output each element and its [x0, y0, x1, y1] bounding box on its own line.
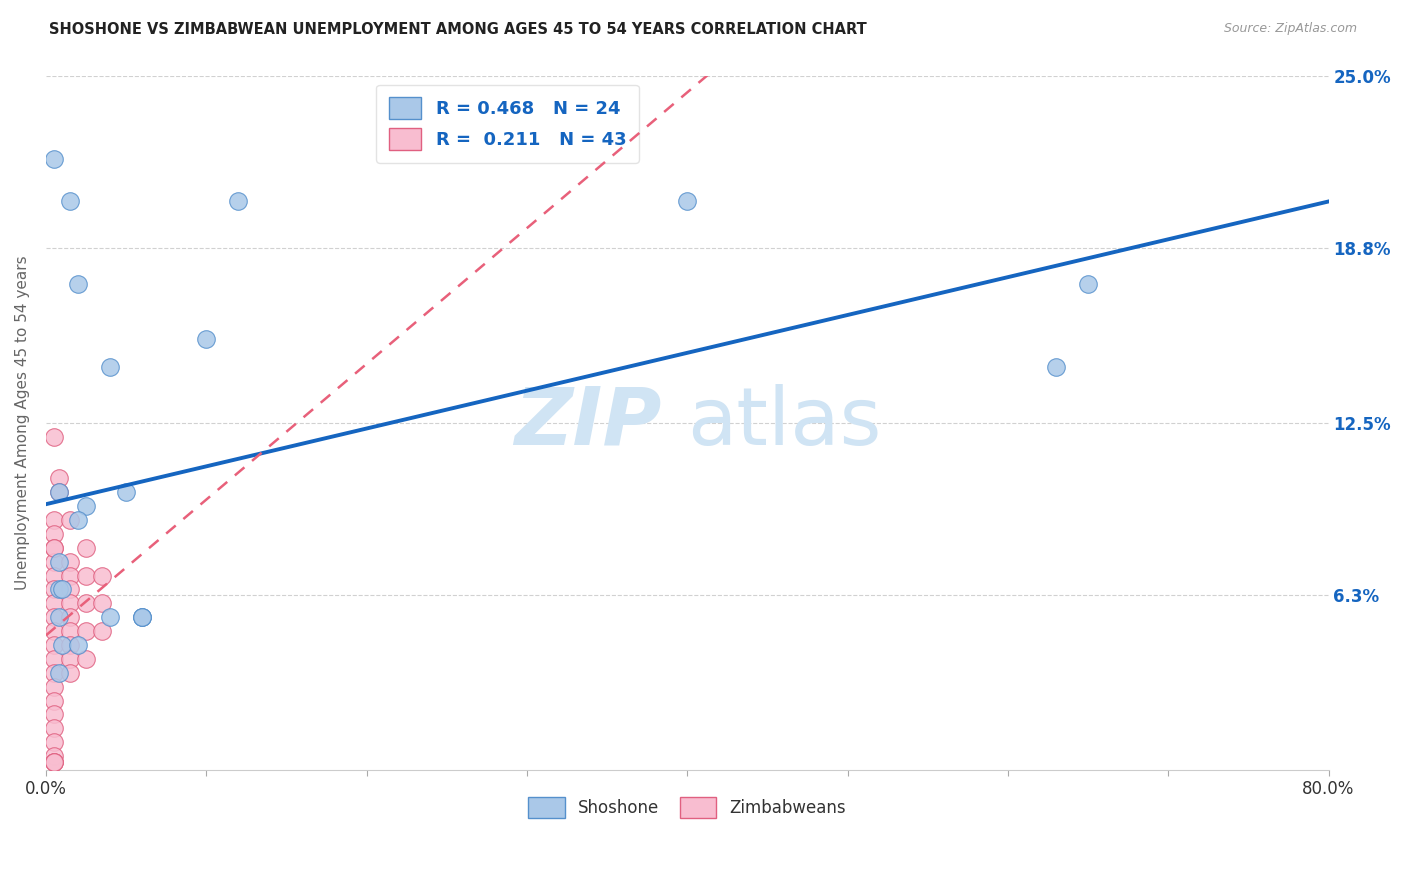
Point	[48, 471, 70, 485]
Text: SHOSHONE VS ZIMBABWEAN UNEMPLOYMENT AMONG AGES 45 TO 54 YEARS CORRELATION CHART: SHOSHONE VS ZIMBABWEAN UNEMPLOYMENT AMON…	[49, 22, 868, 37]
Point	[42, 652, 65, 666]
Point	[676, 194, 699, 208]
Point	[131, 610, 153, 624]
Point	[51, 582, 73, 597]
Point	[75, 541, 97, 555]
Point	[48, 485, 70, 500]
Point	[42, 693, 65, 707]
Point	[42, 152, 65, 166]
Point	[48, 665, 70, 680]
Point	[115, 485, 138, 500]
Point	[42, 596, 65, 610]
Point	[42, 527, 65, 541]
Point	[195, 333, 218, 347]
Point	[42, 755, 65, 769]
Point	[42, 582, 65, 597]
Point	[48, 555, 70, 569]
Point	[98, 610, 121, 624]
Text: atlas: atlas	[688, 384, 882, 462]
Point	[59, 582, 82, 597]
Point	[75, 596, 97, 610]
Point	[59, 624, 82, 639]
Point	[48, 582, 70, 597]
Point	[59, 194, 82, 208]
Point	[42, 610, 65, 624]
Point	[67, 638, 90, 652]
Point	[42, 665, 65, 680]
Point	[67, 277, 90, 291]
Point	[42, 624, 65, 639]
Point	[131, 610, 153, 624]
Point	[67, 513, 90, 527]
Point	[59, 652, 82, 666]
Point	[1077, 277, 1099, 291]
Legend: Shoshone, Zimbabweans: Shoshone, Zimbabweans	[522, 790, 853, 824]
Point	[91, 624, 114, 639]
Text: ZIP: ZIP	[515, 384, 662, 462]
Point	[42, 541, 65, 555]
Point	[59, 513, 82, 527]
Point	[48, 485, 70, 500]
Point	[42, 755, 65, 769]
Point	[98, 360, 121, 375]
Point	[228, 194, 250, 208]
Point	[1045, 360, 1067, 375]
Point	[42, 568, 65, 582]
Point	[42, 430, 65, 444]
Y-axis label: Unemployment Among Ages 45 to 54 years: Unemployment Among Ages 45 to 54 years	[15, 255, 30, 591]
Point	[42, 555, 65, 569]
Point	[42, 541, 65, 555]
Point	[42, 722, 65, 736]
Point	[91, 568, 114, 582]
Point	[75, 624, 97, 639]
Point	[75, 652, 97, 666]
Point	[42, 707, 65, 722]
Point	[42, 755, 65, 769]
Point	[42, 749, 65, 764]
Point	[59, 568, 82, 582]
Point	[91, 596, 114, 610]
Point	[59, 665, 82, 680]
Point	[75, 499, 97, 513]
Point	[59, 610, 82, 624]
Point	[75, 568, 97, 582]
Point	[42, 735, 65, 749]
Point	[51, 638, 73, 652]
Point	[42, 680, 65, 694]
Point	[59, 555, 82, 569]
Point	[42, 513, 65, 527]
Point	[59, 596, 82, 610]
Point	[59, 638, 82, 652]
Text: Source: ZipAtlas.com: Source: ZipAtlas.com	[1223, 22, 1357, 36]
Point	[131, 610, 153, 624]
Point	[42, 638, 65, 652]
Point	[48, 610, 70, 624]
